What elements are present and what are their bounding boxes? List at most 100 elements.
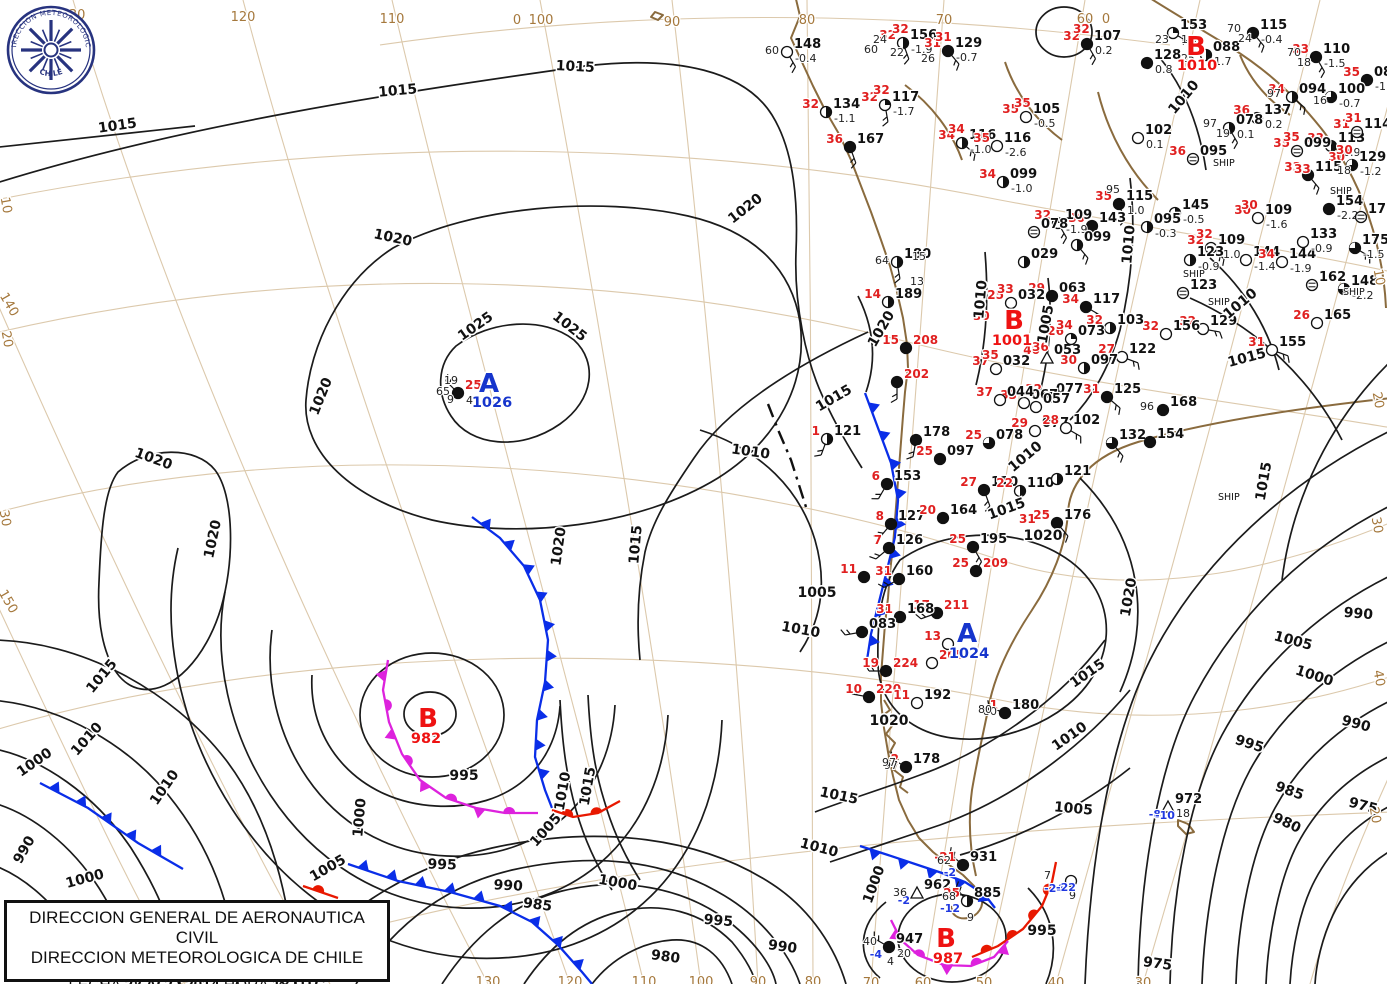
isobar-value-label: 1005	[307, 852, 349, 885]
station-value: 128	[1154, 48, 1181, 63]
station-plot: 224 19	[861, 655, 919, 678]
station-value: -0.4	[795, 52, 816, 65]
minor-text: 97	[882, 756, 896, 769]
trough-line	[766, 403, 808, 508]
station-value: 97	[884, 759, 898, 772]
station-value: 17	[913, 598, 930, 612]
station-plot: 117 32 -1.7	[860, 89, 920, 127]
cloud-cover-icon	[862, 690, 876, 704]
station-value: 37	[972, 354, 989, 368]
graticule-line	[922, 0, 1086, 984]
cold-front	[39, 781, 184, 870]
station-value: -1.0	[1219, 248, 1240, 261]
station-plot: 137 36 0.2	[1232, 102, 1292, 132]
grid-coordinate-label: 30	[0, 509, 13, 528]
center-pressure-value: 1010	[1177, 58, 1217, 74]
isobar-value-label: 985	[522, 895, 553, 915]
minor-text: 18	[1297, 56, 1311, 69]
cloud-cover-icon	[956, 858, 970, 872]
minor-text: 97	[1203, 117, 1217, 130]
isobar-1015	[0, 61, 863, 469]
isobar-990	[897, 893, 1007, 983]
center-pressure-value: 982	[411, 731, 441, 747]
station-value: 20	[919, 503, 936, 517]
station-plot: 165 26	[1292, 307, 1352, 330]
station-value: 25	[949, 532, 966, 546]
station-plot: 126 7	[869, 532, 924, 560]
warm-front	[971, 861, 1058, 959]
station-plot: 073 26	[1046, 323, 1106, 346]
cloud-cover-icon	[1204, 241, 1218, 255]
station-value: 153	[894, 469, 921, 484]
station-value: 167	[857, 132, 884, 147]
station-plot: 109 32 -1.0	[1186, 232, 1246, 266]
cloud-cover-icon	[451, 386, 465, 400]
station-value: 220	[876, 682, 901, 696]
station-value: 30	[1068, 211, 1085, 225]
station-value: -1.0	[970, 143, 991, 156]
station-plot: 962 -2	[897, 877, 953, 908]
station-value: -2	[898, 894, 910, 907]
cloud-cover-icon	[1354, 210, 1368, 224]
station-value: 114	[1364, 117, 1387, 132]
station-value: 31	[1083, 382, 1100, 396]
isobar-value-label: 1020	[307, 375, 337, 417]
coastline	[881, 699, 909, 794]
cloud-cover-icon	[1350, 125, 1364, 139]
cloud-cover-icon	[966, 540, 980, 554]
station-value: 931	[970, 850, 997, 865]
minor-text: 36	[893, 886, 907, 899]
cloud-cover-icon	[1296, 235, 1310, 249]
station-plot: 099 34 -1.0	[978, 166, 1038, 196]
station-value: 35	[973, 131, 990, 145]
station-value: 25	[1033, 508, 1050, 522]
center-pressure-value: 1024	[949, 646, 989, 662]
cloud-cover-icon	[1115, 350, 1129, 364]
isobar-value-label: 1010	[730, 441, 771, 462]
isobar-1005	[220, 591, 669, 909]
station-value: 25	[952, 556, 969, 570]
station-value: -0.7	[1339, 97, 1360, 110]
station-value: 180	[904, 247, 931, 262]
isobar-1010	[1159, 57, 1207, 171]
isobar-1005	[959, 767, 1131, 856]
grid-coordinate-label: 100	[529, 13, 554, 28]
cloud-cover-icon	[1239, 253, 1253, 267]
station-plot: 144-1.4	[1239, 244, 1281, 274]
minor-text: 30	[1241, 198, 1258, 212]
station-value: 25	[943, 886, 960, 900]
station-plot: 122 27	[1097, 341, 1157, 370]
station-value: 36	[1233, 103, 1250, 117]
cloud-cover-icon	[1176, 286, 1190, 300]
station-plot: 11	[839, 561, 871, 584]
station-value: 25	[987, 288, 1004, 302]
svg-text:B: B	[1186, 32, 1206, 62]
station-value: 102	[1145, 123, 1172, 138]
grid-coordinate-label: 150	[0, 587, 20, 616]
station-value: 40	[1023, 343, 1040, 357]
cloud-cover-icon	[1305, 278, 1319, 292]
isobar-value-label: 1025	[455, 309, 496, 344]
minor-text: 4	[887, 955, 894, 968]
station-value: -0.4	[1261, 33, 1282, 46]
minor-text: 36	[1032, 340, 1049, 354]
cloud-cover-icon	[941, 637, 955, 651]
station-value: 37	[976, 385, 993, 399]
svg-text:A: A	[479, 369, 499, 399]
station-value: 35	[1095, 189, 1112, 203]
station-value: 088	[1213, 40, 1240, 55]
station-plot: 127 8	[873, 508, 926, 538]
station-value: 972	[1175, 792, 1202, 807]
grid-coordinate-label: 40	[1048, 976, 1065, 984]
station-value: 094	[1299, 82, 1326, 97]
station-plot: 175-1.5	[1348, 232, 1387, 264]
station-plot: 160 31	[874, 563, 934, 589]
cloud-cover-icon	[933, 452, 947, 466]
isobar-1000	[1169, 576, 1387, 984]
grid-coordinate-label: 90	[664, 15, 681, 30]
isobar-value-label: 995	[1233, 732, 1266, 756]
minor-text: SHIP	[1343, 287, 1365, 298]
